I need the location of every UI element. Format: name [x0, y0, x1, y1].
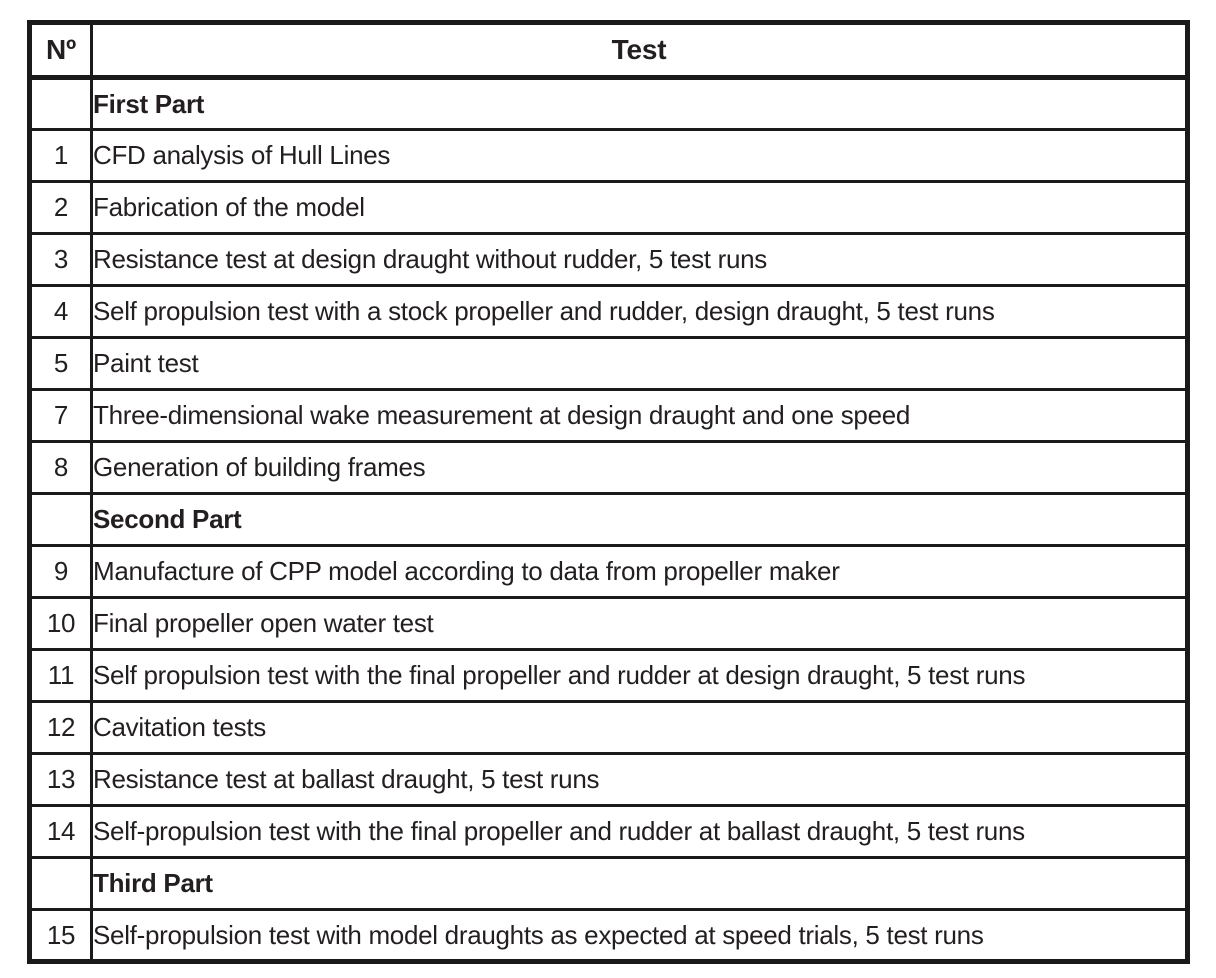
test-description-cell: Generation of building frames: [90, 440, 1189, 495]
row-number-cell: 8: [28, 440, 93, 495]
table-row: 9 Manufacture of CPP model according to d…: [28, 544, 1189, 599]
table-row: 7 Three-dimensional wake measurement at d…: [28, 388, 1189, 443]
test-description-cell: Resistance test at design draught withou…: [90, 232, 1189, 287]
test-description-cell: Self-propulsion test with model draughts…: [90, 908, 1189, 963]
test-description-cell: CFD analysis of Hull Lines: [90, 128, 1189, 183]
row-number-cell: 2: [28, 180, 93, 235]
table-row: 1 CFD analysis of Hull Lines: [28, 128, 1189, 183]
test-description-cell: Three-dimensional wake measurement at de…: [90, 388, 1189, 443]
table-row: 14 Self-propulsion test with the final pr…: [28, 804, 1189, 859]
row-number-cell: 3: [28, 232, 93, 287]
row-number-cell: [28, 856, 93, 911]
row-number-cell: 14: [28, 804, 93, 859]
section-row: Third Part: [28, 856, 1189, 911]
table-row: 11 Self propulsion test with the final pr…: [28, 648, 1189, 703]
table-row: 12 Cavitation tests: [28, 700, 1189, 755]
table-row: 2 Fabrication of the model: [28, 180, 1189, 235]
table-row: 10 Final propeller open water test: [28, 596, 1189, 651]
header-row: Nº Test: [28, 21, 1189, 80]
row-number-cell: 9: [28, 544, 93, 599]
row-number-cell: 7: [28, 388, 93, 443]
section-row: Second Part: [28, 492, 1189, 547]
test-program-table-container: Nº Test First Part 1 CFD analysis of Hull …: [27, 20, 1190, 964]
section-title-cell: Second Part: [90, 492, 1189, 547]
table-row: 3 Resistance test at design draught witho…: [28, 232, 1189, 287]
row-number-cell: 4: [28, 284, 93, 339]
row-number-cell: 13: [28, 752, 93, 807]
row-number-cell: [28, 76, 93, 131]
table-row: 5 Paint test: [28, 336, 1189, 391]
table-row: 13 Resistance test at ballast draught, 5 …: [28, 752, 1189, 807]
section-title-cell: Third Part: [90, 856, 1189, 911]
row-number-cell: 11: [28, 648, 93, 703]
test-description-cell: Resistance test at ballast draught, 5 te…: [90, 752, 1189, 807]
row-number-cell: [28, 492, 93, 547]
row-number-cell: 10: [28, 596, 93, 651]
section-row: First Part: [28, 76, 1189, 131]
test-description-cell: Paint test: [90, 336, 1189, 391]
table-row: 4 Self propulsion test with a stock prope…: [28, 284, 1189, 339]
section-title-cell: First Part: [90, 76, 1189, 131]
test-description-cell: Manufacture of CPP model according to da…: [90, 544, 1189, 599]
test-description-cell: Cavitation tests: [90, 700, 1189, 755]
row-number-cell: 12: [28, 700, 93, 755]
test-description-cell: Fabrication of the model: [90, 180, 1189, 235]
test-description-cell: Self propulsion test with a stock propel…: [90, 284, 1189, 339]
row-number-cell: 15: [28, 908, 93, 963]
test-description-cell: Self propulsion test with the final prop…: [90, 648, 1189, 703]
column-header-number: Nº: [28, 21, 93, 80]
test-description-cell: Self-propulsion test with the final prop…: [90, 804, 1189, 859]
test-description-cell: Final propeller open water test: [90, 596, 1189, 651]
column-header-test: Test: [90, 21, 1189, 80]
table-row: 8 Generation of building frames: [28, 440, 1189, 495]
row-number-cell: 5: [28, 336, 93, 391]
table-row: 15 Self-propulsion test with model draugh…: [28, 908, 1189, 963]
row-number-cell: 1: [28, 128, 93, 183]
test-program-table: Nº Test First Part 1 CFD analysis of Hull …: [27, 20, 1190, 964]
